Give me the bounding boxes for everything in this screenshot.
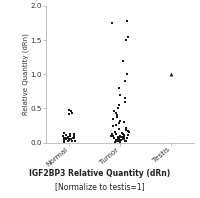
Point (71, 140, 74, 143)
Point (111, 135, 114, 138)
Y-axis label: Relative Quantity (dRn): Relative Quantity (dRn) (22, 33, 29, 115)
Point (69, 109, 73, 113)
Point (125, 19, 129, 23)
Point (67, 138, 71, 141)
Point (118, 140, 121, 144)
Point (116, 140, 119, 143)
Text: IGF2BP3 Relative Quantity (dRn): IGF2BP3 Relative Quantity (dRn) (29, 169, 171, 178)
Point (110, 133, 113, 136)
Point (73, 139, 76, 142)
Point (64, 136, 67, 139)
Point (117, 107, 120, 110)
Point (119, 93, 122, 96)
Point (118, 122, 121, 125)
Point (70, 138, 73, 141)
Point (62, 140, 65, 144)
Point (115, 132, 118, 135)
Point (126, 73, 129, 76)
Point (72, 132, 76, 135)
Point (124, 79, 127, 83)
Point (115, 114, 118, 117)
Point (116, 140, 119, 143)
Point (117, 136, 120, 139)
Point (116, 115, 119, 118)
Point (62, 135, 65, 138)
Point (71, 137, 74, 140)
Point (119, 135, 122, 139)
Point (127, 130, 130, 133)
Point (120, 138, 123, 141)
Point (123, 139, 127, 142)
Point (113, 140, 116, 144)
Point (114, 131, 117, 134)
Point (65, 136, 68, 139)
Point (115, 139, 118, 142)
Point (112, 117, 115, 120)
Point (116, 138, 119, 141)
Point (126, 137, 129, 140)
Point (125, 129, 128, 132)
Point (112, 109, 115, 113)
Point (125, 126, 128, 129)
Point (127, 133, 130, 137)
Point (113, 137, 116, 140)
Point (121, 138, 124, 141)
Point (118, 86, 121, 89)
Point (117, 135, 120, 139)
Point (127, 129, 130, 132)
Point (123, 120, 126, 124)
Point (69, 134, 72, 137)
Point (62, 138, 65, 141)
Point (116, 138, 119, 141)
Point (65, 138, 68, 141)
Point (118, 127, 121, 130)
Point (64, 133, 67, 137)
Point (115, 112, 118, 115)
Point (68, 138, 71, 141)
Point (67, 135, 70, 139)
Point (122, 133, 125, 136)
Point (123, 100, 127, 103)
Point (66, 137, 69, 140)
Point (122, 134, 125, 137)
Point (119, 134, 122, 137)
Point (63, 131, 66, 135)
Point (123, 136, 126, 139)
Point (118, 119, 121, 122)
Point (118, 138, 121, 141)
Point (73, 134, 76, 137)
Point (117, 137, 120, 140)
Point (70, 111, 74, 114)
Text: [Normalize to testis=1]: [Normalize to testis=1] (55, 182, 145, 191)
Point (114, 138, 117, 141)
Point (67, 140, 70, 143)
Point (117, 103, 121, 107)
Point (67, 108, 70, 111)
Point (112, 125, 115, 128)
Point (70, 139, 73, 142)
Point (118, 138, 121, 141)
Point (126, 35, 130, 38)
Point (122, 133, 125, 137)
Point (124, 38, 127, 42)
Point (125, 139, 128, 142)
Point (169, 73, 173, 76)
Point (72, 136, 76, 139)
Point (122, 138, 126, 141)
Point (68, 133, 71, 136)
Point (109, 135, 112, 138)
Point (73, 135, 76, 139)
Point (67, 138, 71, 141)
Point (120, 131, 123, 135)
Point (110, 21, 113, 25)
Point (68, 112, 71, 115)
Point (117, 136, 120, 139)
Point (115, 123, 118, 126)
Point (121, 135, 124, 139)
Point (62, 137, 65, 140)
Point (122, 59, 125, 62)
Point (118, 140, 121, 143)
Point (124, 97, 127, 100)
